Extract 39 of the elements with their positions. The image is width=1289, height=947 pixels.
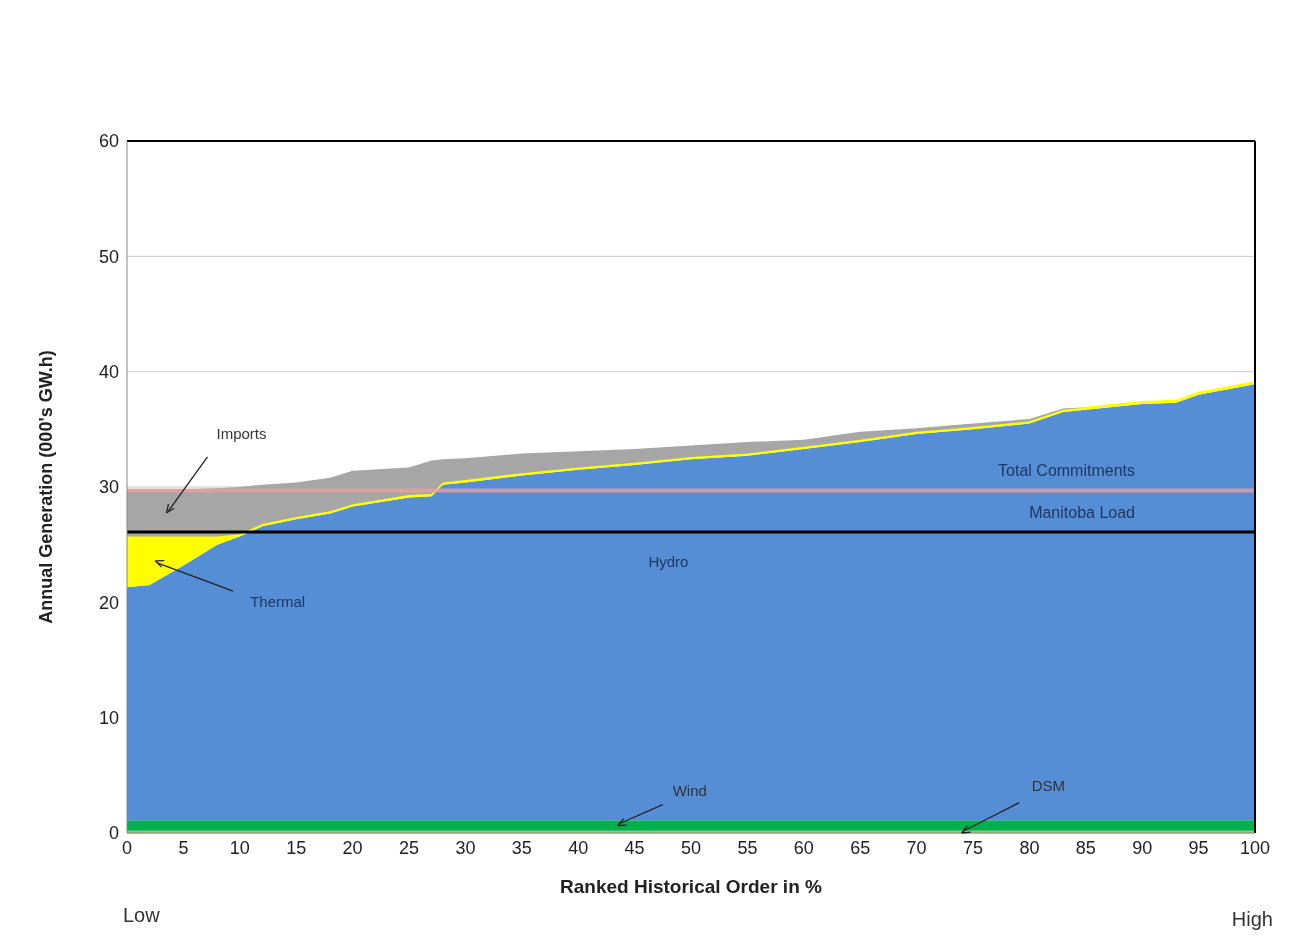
- y-tick-label: 50: [98, 246, 119, 267]
- x-tick-label: 80: [1019, 837, 1040, 858]
- series-label: Wind: [672, 781, 707, 799]
- text: DSM: [1031, 777, 1066, 794]
- x-tick-label: 30: [455, 837, 476, 858]
- x-tick-label: 90: [1132, 837, 1153, 858]
- x-tick-label: 50: [680, 837, 702, 858]
- y-tick-label: 30: [98, 477, 119, 498]
- x-tick-label: 100: [1239, 837, 1271, 858]
- x-tick-label: 75: [962, 837, 984, 858]
- y-tick-label: 20: [98, 592, 119, 613]
- x-tick-label: 70: [906, 837, 927, 858]
- x-tick-label: 15: [286, 837, 307, 858]
- x-tick-label: 20: [342, 837, 363, 858]
- x-tick-label: 85: [1075, 837, 1096, 858]
- x-tick-label: 5: [178, 837, 189, 858]
- x-tick-label: 25: [398, 837, 420, 858]
- x-tick-label: 40: [568, 837, 589, 858]
- x-tick-label: 35: [511, 837, 532, 858]
- x-tick-label: 60: [793, 837, 814, 858]
- x-tick-label: 95: [1188, 837, 1209, 858]
- y-axis-title: Annual Generation (000's GW.h): [36, 350, 57, 624]
- series-label: Hydro: [648, 552, 689, 570]
- y-tick-label: 10: [98, 708, 119, 729]
- x-tick-label: 10: [229, 837, 250, 858]
- x-axis-title: Ranked Historical Order in %: [560, 876, 823, 897]
- text: Low: [123, 904, 160, 927]
- text: Thermal: [250, 592, 306, 610]
- y-tick-label: 40: [98, 362, 119, 383]
- x-tick-label: 65: [850, 837, 871, 858]
- text: High: [1231, 908, 1273, 931]
- text: Imports: [216, 424, 267, 442]
- y-tick-label: 60: [98, 131, 119, 152]
- x-tick-label: 0: [121, 837, 133, 858]
- ref-line-label: Total Commitments: [998, 462, 1135, 480]
- x-tick-label: 45: [624, 837, 645, 858]
- ref-line-label: Manitoba Load: [1029, 503, 1135, 521]
- x-tick-label: 55: [737, 837, 758, 858]
- y-tick-label: 0: [108, 823, 119, 844]
